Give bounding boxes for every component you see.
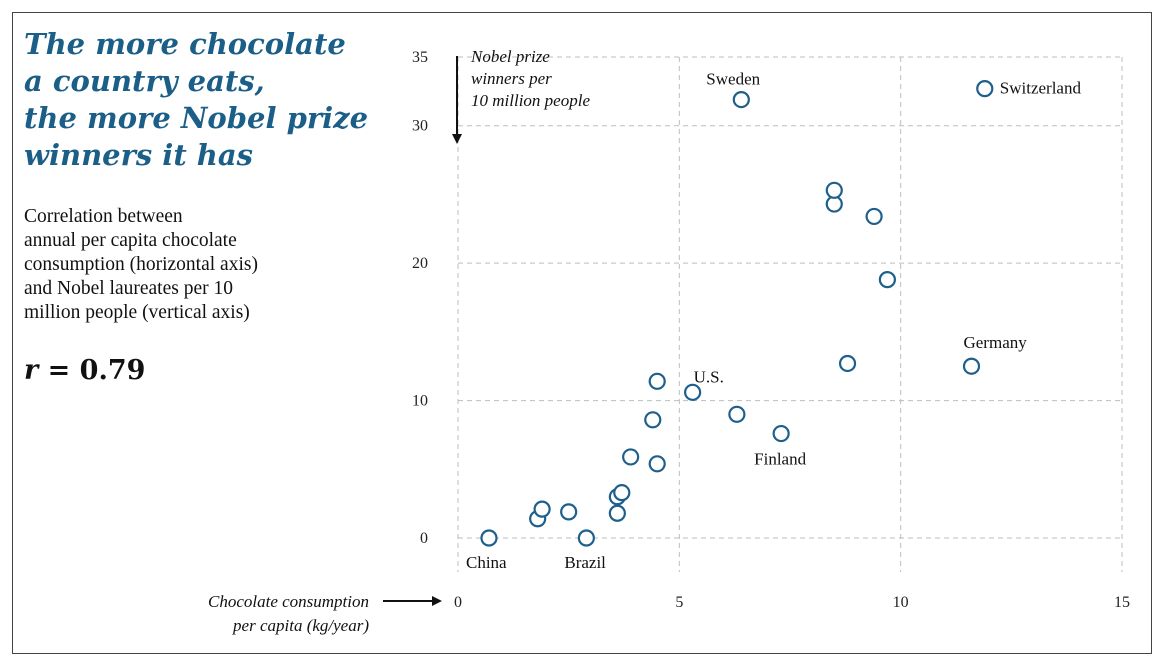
data-point [648,455,666,473]
data-point [838,354,857,373]
point-label: U.S. [694,367,724,386]
y-tick-label: 20 [412,255,428,272]
x-tick-label: 15 [1114,594,1130,611]
chart-frame [12,12,1152,654]
description-line: Correlation between [24,206,183,227]
description-line: annual per capita chocolate [24,230,237,251]
y-tick-label: 10 [412,393,428,410]
data-points: China Brazil U.S. Sweden Finland Germany Switz… [466,70,1081,572]
headline: The more chocolate a country eats, the m… [24,26,384,174]
y-axis-title-line: Nobel prize [470,47,550,66]
data-point [533,500,551,518]
headline-line: winners it has [24,138,254,172]
data-point [684,383,702,401]
data-point [878,271,896,289]
data-point [577,529,595,547]
data-point [772,424,790,443]
data-point [608,504,626,522]
headline-line: a country eats, [24,64,265,98]
y-axis-title-line: 10 million people [471,91,590,110]
correlation-value: 0.79 [79,355,146,386]
x-tick-label: 5 [675,594,683,611]
x-tick-label: 0 [454,594,462,611]
x-axis-title-line: per capita (kg/year) [232,616,369,635]
axis-titles: Nobel prize winners per 10 million people C… [208,47,590,635]
correlation-equals: = [47,355,71,386]
data-point [648,372,666,390]
data-point [825,181,843,199]
data-point [976,80,994,98]
y-tick-label: 35 [412,49,428,66]
x-axis-title-line: Chocolate consumption [208,592,369,611]
data-point [560,503,578,521]
point-label: Switzerland [1000,79,1082,98]
data-point [962,357,981,375]
data-point [613,484,631,502]
description-line: and Nobel laureates per 10 [24,278,233,299]
description-line: consumption (horizontal axis) [24,254,258,275]
data-point [644,411,662,429]
data-point [728,405,746,423]
correlation-stat: r = 0.79 [24,355,145,386]
data-point [622,448,640,466]
description-line: million people (vertical axis) [24,302,250,323]
axis-ticks: 0 10 20 30 35 0 5 10 15 [412,49,1130,611]
headline-line: the more Nobel prize [24,101,369,135]
correlation-symbol: r [24,355,39,386]
point-label: Finland [754,450,806,469]
data-point [865,207,883,226]
x-tick-label: 10 [893,594,909,611]
y-tick-label: 30 [412,118,428,135]
data-point [732,91,750,109]
chart-description: Correlation between annual per capita ch… [24,205,364,325]
data-point [480,529,498,547]
headline-line: The more chocolate [24,27,346,61]
y-tick-label: 0 [420,530,428,547]
point-label: Brazil [564,553,606,572]
point-label: Germany [963,333,1027,352]
point-label: Sweden [706,70,760,89]
point-label: China [466,553,507,572]
y-axis-title-line: winners per [471,69,552,88]
grid [457,56,1123,572]
